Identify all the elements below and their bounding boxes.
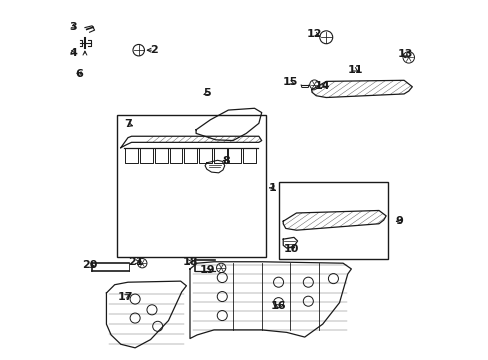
Text: 16: 16: [270, 301, 286, 311]
Bar: [278, 182, 387, 259]
Text: 7: 7: [124, 120, 132, 129]
Text: 9: 9: [395, 216, 403, 226]
Text: 21: 21: [128, 257, 143, 267]
Text: 2: 2: [150, 45, 158, 55]
Text: 5: 5: [203, 88, 210, 98]
Text: 1: 1: [268, 183, 276, 193]
Text: 10: 10: [284, 244, 299, 254]
Bar: [117, 116, 265, 257]
Text: 3: 3: [69, 22, 77, 32]
Text: 8: 8: [222, 156, 229, 166]
Text: 14: 14: [314, 81, 330, 91]
Text: 19: 19: [200, 265, 215, 275]
Text: 6: 6: [75, 69, 82, 79]
Text: 15: 15: [282, 77, 298, 87]
Text: 20: 20: [81, 260, 97, 270]
Text: 12: 12: [306, 29, 322, 39]
Text: 11: 11: [346, 64, 362, 75]
Text: 13: 13: [397, 49, 412, 59]
Text: 17: 17: [118, 292, 133, 302]
Text: 4: 4: [69, 48, 77, 58]
Text: 18: 18: [182, 257, 197, 267]
